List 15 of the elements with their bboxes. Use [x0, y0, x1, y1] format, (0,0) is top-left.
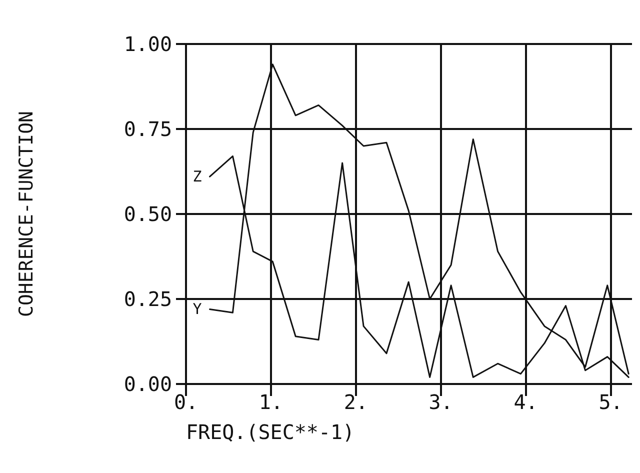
x-tick-label: 5.	[598, 390, 623, 414]
x-tick-label: 1.	[258, 390, 283, 414]
y-tick-label: 0.50	[124, 202, 172, 226]
series-label: Y	[192, 300, 202, 318]
y-axis-title: COHERENCE-FUNCTION	[16, 111, 38, 317]
x-axis-title: FREQ.(SEC**-1)	[186, 420, 355, 444]
x-tick-label: 4.	[514, 390, 538, 414]
y-tick-label: 0.75	[124, 117, 172, 141]
series-label: Z	[192, 168, 202, 186]
y-tick-label: 1.00	[124, 32, 172, 56]
x-tick-label: 3.	[428, 390, 453, 414]
y-tick-label: 0.00	[124, 372, 172, 396]
y-tick-label: 0.25	[124, 287, 172, 311]
x-tick-label: 0.	[174, 390, 198, 414]
x-tick-label: 2.	[344, 390, 368, 414]
